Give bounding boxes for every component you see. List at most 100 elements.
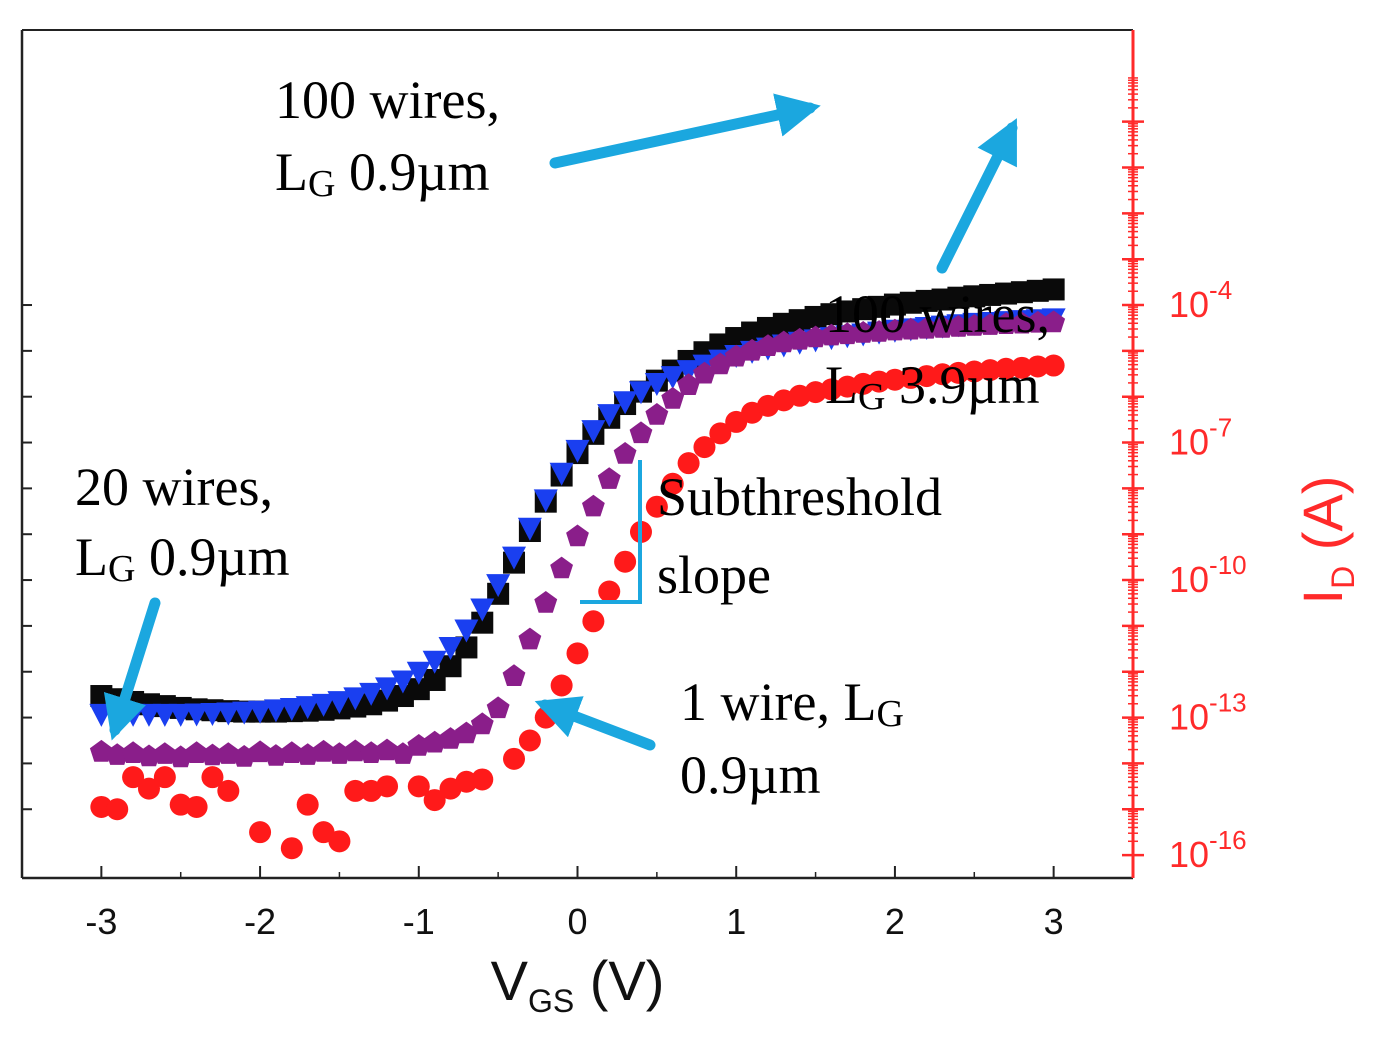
data-point — [518, 729, 541, 752]
data-point — [994, 312, 1018, 334]
data-point — [376, 775, 399, 798]
y-tick-label: 10-7 — [1169, 413, 1232, 463]
x-tick-label: -1 — [403, 901, 435, 942]
data-point — [566, 524, 589, 547]
data-point — [550, 674, 573, 697]
data-point — [931, 363, 954, 386]
data-point — [311, 693, 336, 717]
data-point — [676, 360, 701, 384]
y-tick-label: 10-4 — [1169, 275, 1232, 325]
data-point — [502, 546, 527, 570]
data-point — [328, 830, 351, 853]
data-point — [628, 381, 653, 405]
annotation-line: LG 0.9µm — [75, 527, 290, 590]
data-point — [248, 740, 272, 763]
annotations: 100 wires, LG 0.9µm 100 wires, LG 3.9µm 20 w… — [75, 70, 1050, 805]
data-point — [455, 721, 478, 744]
data-point — [1010, 311, 1034, 334]
data-point — [915, 316, 939, 339]
data-point — [232, 701, 257, 725]
data-point — [566, 642, 589, 665]
annotation-line: LG 0.9µm — [275, 142, 490, 205]
data-point — [280, 837, 303, 860]
data-point — [1010, 356, 1033, 379]
data-point — [152, 703, 177, 727]
data-point — [550, 556, 573, 579]
data-point — [185, 741, 208, 763]
data-point — [947, 361, 970, 384]
data-point — [263, 699, 288, 723]
annotation-a100w39: 100 wires, LG 3.9µm — [825, 284, 1050, 418]
data-point — [693, 361, 716, 384]
data-point — [423, 789, 446, 812]
data-series — [89, 278, 1066, 860]
data-point — [644, 372, 669, 396]
data-point — [216, 702, 241, 726]
data-point — [422, 650, 447, 674]
data-point — [471, 611, 494, 634]
data-point — [470, 598, 495, 622]
data-point — [470, 712, 494, 735]
data-point — [962, 314, 986, 336]
data-point — [201, 766, 224, 789]
data-point — [693, 436, 716, 459]
data-point — [390, 670, 415, 694]
data-point — [979, 359, 1002, 382]
y-tick-label: 10-13 — [1169, 688, 1247, 738]
data-point — [661, 387, 685, 409]
data-point — [645, 495, 668, 518]
data-point — [565, 439, 590, 463]
arrow-1w-0.9 — [534, 696, 656, 751]
data-point — [327, 691, 352, 715]
data-point — [407, 775, 430, 798]
data-point — [995, 357, 1018, 380]
annotation-line: 1 wire, LG — [680, 672, 904, 735]
data-point — [629, 421, 653, 444]
data-point — [868, 370, 891, 393]
data-point — [598, 580, 621, 603]
data-point — [375, 738, 399, 761]
data-point — [518, 627, 542, 650]
x-tick-label: 1 — [726, 901, 746, 942]
data-point — [391, 742, 415, 764]
data-point — [613, 391, 638, 415]
arrow-100w-0.9 — [549, 93, 821, 169]
annotation-line: 20 wires, — [75, 457, 273, 517]
data-point — [645, 403, 669, 425]
data-point — [454, 619, 479, 643]
data-point — [581, 420, 606, 444]
x-axis-ticks: -3 -2 -1 0 1 2 3 — [85, 866, 1064, 942]
annotation-a100w09: 100 wires, LG 0.9µm — [275, 70, 500, 205]
data-point — [899, 366, 922, 389]
data-point — [106, 798, 129, 821]
data-point — [295, 696, 320, 720]
data-point — [359, 682, 384, 706]
data-point — [280, 741, 304, 763]
series-circle — [90, 354, 1065, 860]
data-point — [89, 739, 113, 762]
annotation-line: 100 wires, — [275, 70, 500, 130]
data-point — [835, 322, 859, 345]
y-tick-label: 10-16 — [1169, 825, 1247, 875]
y-axis-label: ID (A) — [1291, 476, 1361, 605]
data-point — [486, 696, 510, 719]
data-point — [613, 442, 637, 464]
data-point — [709, 422, 732, 445]
data-point — [439, 655, 462, 678]
data-point — [438, 636, 463, 660]
data-point — [883, 368, 906, 391]
annotation-line: 0.9µm — [680, 745, 821, 805]
data-point — [375, 677, 400, 701]
data-point — [217, 779, 240, 802]
x-tick-label: -2 — [244, 901, 276, 942]
data-point — [677, 452, 700, 475]
data-point — [804, 325, 827, 348]
data-point — [344, 779, 367, 802]
annotation-arrows — [103, 93, 1018, 751]
data-point — [708, 352, 732, 375]
data-point — [867, 320, 891, 342]
annotation-line: LG 3.9µm — [825, 355, 1040, 418]
data-point — [249, 821, 272, 844]
data-point — [915, 365, 938, 388]
x-tick-label: 0 — [567, 901, 587, 942]
